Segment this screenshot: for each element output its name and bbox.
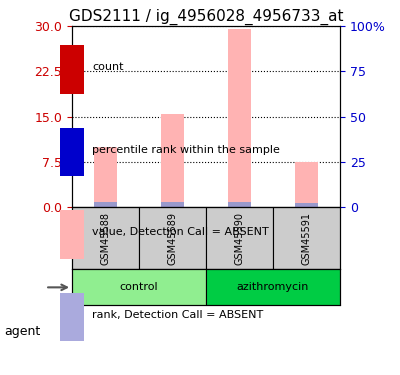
Bar xyxy=(94,202,117,207)
Text: GSM45590: GSM45590 xyxy=(234,212,244,265)
Text: GSM45588: GSM45588 xyxy=(100,212,110,265)
Text: control: control xyxy=(120,282,158,292)
Text: percentile rank within the sample: percentile rank within the sample xyxy=(92,145,280,155)
Text: count: count xyxy=(92,63,124,72)
Title: GDS2111 / ig_4956028_4956733_at: GDS2111 / ig_4956028_4956733_at xyxy=(69,9,343,25)
Bar xyxy=(228,29,251,207)
FancyBboxPatch shape xyxy=(139,207,206,269)
Text: value, Detection Call = ABSENT: value, Detection Call = ABSENT xyxy=(92,228,269,237)
FancyBboxPatch shape xyxy=(206,207,273,269)
Text: GSM45589: GSM45589 xyxy=(168,212,178,265)
Bar xyxy=(161,114,184,207)
Bar xyxy=(94,147,117,207)
FancyBboxPatch shape xyxy=(206,269,340,306)
FancyBboxPatch shape xyxy=(273,207,340,269)
Bar xyxy=(228,202,251,207)
Bar xyxy=(161,202,184,207)
Text: agent: agent xyxy=(4,326,40,338)
Bar xyxy=(295,203,318,207)
Text: rank, Detection Call = ABSENT: rank, Detection Call = ABSENT xyxy=(92,310,263,320)
Bar xyxy=(295,162,318,207)
Text: GSM45591: GSM45591 xyxy=(302,212,312,265)
FancyBboxPatch shape xyxy=(72,269,206,306)
FancyBboxPatch shape xyxy=(72,207,139,269)
Text: azithromycin: azithromycin xyxy=(237,282,309,292)
